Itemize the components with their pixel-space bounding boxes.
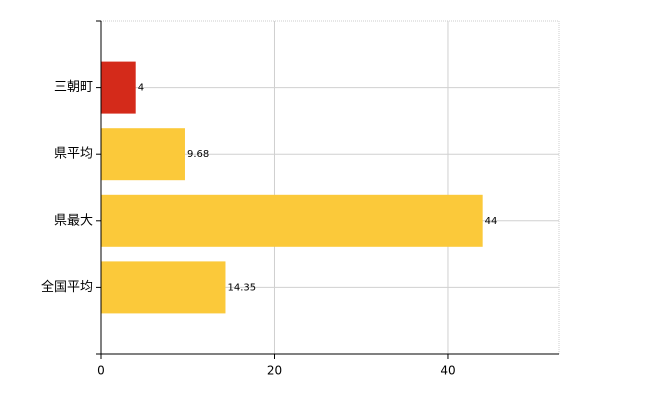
x-tick-label: 20 [267,364,282,378]
value-label: 14.35 [227,282,256,293]
y-tick-label: 全国平均 [41,279,93,295]
bar [101,194,483,247]
bar [101,128,185,181]
value-label: 4 [138,83,144,94]
bar [101,61,136,114]
bar [101,261,226,314]
value-label: 9.68 [187,149,209,160]
value-label: 44 [485,216,498,227]
y-tick-label: 県平均 [54,147,93,162]
y-tick-label: 三朝町 [54,80,93,95]
y-tick-label: 県最大 [54,213,93,228]
x-tick-label: 40 [440,364,455,378]
x-tick-label: 0 [97,364,105,378]
